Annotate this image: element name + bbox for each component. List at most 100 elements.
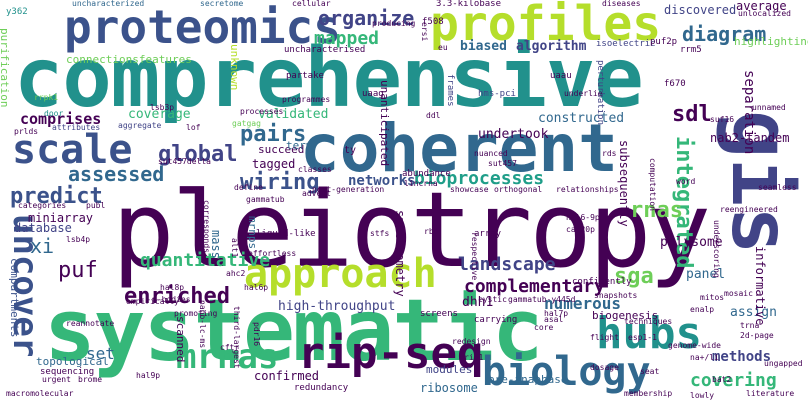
word-flight: flight [590, 333, 619, 342]
word-quantitative: quantitative [140, 250, 271, 271]
word-algorithm: algorithm [516, 39, 587, 54]
word-frames: frames [445, 74, 455, 107]
word-gammatub-y445d: gammatub-y445d [508, 295, 576, 304]
word-hal6p: hal6p [244, 283, 269, 292]
word-pdr16: pdr16 [252, 322, 261, 347]
word-mosaic: mosaic [724, 289, 753, 298]
word-sdl: sdl [672, 102, 712, 127]
word-discovered: discovered [664, 3, 737, 17]
word-macromolecular: macromolecular [6, 389, 74, 398]
word-literature: literature [746, 389, 795, 398]
word-relationships: relationships [556, 185, 619, 194]
word-ahc2: ahc2 [226, 269, 246, 278]
word-genome-wide: genome-wide [668, 341, 721, 350]
word-rnas: rnas [630, 198, 683, 223]
word-validated: validated [258, 107, 329, 122]
word-lsb4p: lsb4p [66, 235, 91, 244]
word-ungapped: ungapped [764, 359, 803, 368]
word-landscape: landscape [458, 254, 556, 275]
word-brome: brome [78, 375, 103, 384]
word-esp1-1: esp1-1 [628, 333, 657, 342]
word-lowly: lowly [690, 391, 715, 400]
word-sequencing: sequencing [40, 367, 95, 377]
word-gatgag: gatgag [232, 119, 261, 128]
word-spectrometry: spectrometry [393, 210, 407, 297]
word-hal6-9p: hal6-9p [566, 213, 600, 222]
word-liquid-like: liquid-like [256, 229, 316, 239]
word-hal7p: hal7p [544, 309, 569, 318]
word-topological: topological [36, 355, 109, 368]
word-scale: scale [12, 127, 133, 173]
word-ddl: ddl [426, 111, 441, 120]
word-attributes: attributes [52, 123, 101, 132]
word-coherent: coherent [300, 110, 618, 187]
word-f508: f508 [422, 17, 444, 27]
word-techniques: techniques [624, 317, 673, 326]
word-term: term [286, 139, 313, 152]
word-snapshots: snapshots [594, 291, 638, 300]
word-uaag: uaag [362, 89, 384, 99]
word-3-3-kilobase: 3.3-kilobase [436, 0, 502, 9]
word-processes: processes [240, 107, 284, 116]
word-carrying: carrying [474, 315, 518, 325]
word-diseases: diseases [602, 0, 641, 8]
word-seamless: seamless [758, 183, 797, 192]
word-numerous: numerous [544, 294, 622, 313]
word-promoting: promoting [174, 309, 218, 318]
word-ty: ty [344, 145, 357, 156]
word-mrnas-large: mrnas [176, 337, 279, 377]
word-partake: partake [286, 71, 324, 81]
word-seat: seat [640, 367, 660, 376]
word-reannotate: reannotate [66, 319, 115, 328]
word-array: array [474, 229, 502, 239]
word-assign: assign [730, 305, 777, 320]
word-na-li: na+/li [690, 353, 719, 362]
word-membership: membership [624, 389, 673, 398]
word-predict: predict [10, 184, 103, 209]
word-hal9p: hal9p [136, 371, 161, 380]
word-respective: respective [470, 232, 479, 281]
word-uaau: uaau [550, 71, 572, 81]
word-abundance: abundance [402, 169, 451, 179]
word-pairs: pairs [240, 122, 307, 147]
word-enalp: enalp [690, 305, 715, 314]
word-programmes: programmes [282, 95, 331, 104]
word-showcase: showcase [450, 185, 489, 194]
word-rrm5: rrm5 [680, 45, 702, 55]
word-caf20p: caf20p [566, 225, 595, 234]
word-biased: biased [460, 39, 507, 54]
word-f670: f670 [664, 79, 686, 89]
word-comprises: comprises [20, 110, 102, 128]
word-enriched: enriched [124, 284, 230, 309]
word-hubs: hubs [596, 308, 702, 359]
word-tagged: tagged [252, 157, 296, 171]
word-methods: methods [712, 349, 772, 365]
word-cellular: cellular [292, 0, 331, 8]
word-unknown: unknown [228, 44, 241, 91]
word-word: word [676, 177, 696, 186]
word-uncharacterised: uncharacterised [284, 45, 366, 55]
word-ersi: ersi [420, 22, 429, 42]
word-bioprocesses: bioprocesses [414, 168, 545, 189]
word-cftr: cftr [220, 343, 240, 352]
word-underlie: underlie [564, 89, 603, 98]
word-puf2p: puf2p [650, 37, 678, 47]
word-underscoring: underscoring [712, 220, 721, 278]
word-miniarray: miniarray [28, 211, 94, 225]
word-hal8p: hal8p [160, 283, 185, 292]
word-ribosome: ribosome [420, 381, 478, 395]
word-modules: modules [426, 363, 473, 376]
word-urgent: urgent [42, 375, 71, 384]
word-rip-seq: rip-seq [298, 328, 484, 379]
word-highlighting: highlighting [734, 35, 808, 48]
word-empirically: empirically [126, 297, 179, 306]
word-orthogonal: orthogonal [494, 185, 543, 194]
word-scanned: scanned [174, 316, 187, 363]
word-secretome: secretome [200, 0, 244, 8]
word-set: set [86, 344, 115, 363]
word-undertook: undertook [478, 127, 549, 142]
word-puf: puf [58, 258, 98, 283]
word-systematic: systematic [44, 281, 544, 381]
word-classes: classes [298, 165, 332, 174]
word-constructed: constructed [538, 111, 625, 126]
